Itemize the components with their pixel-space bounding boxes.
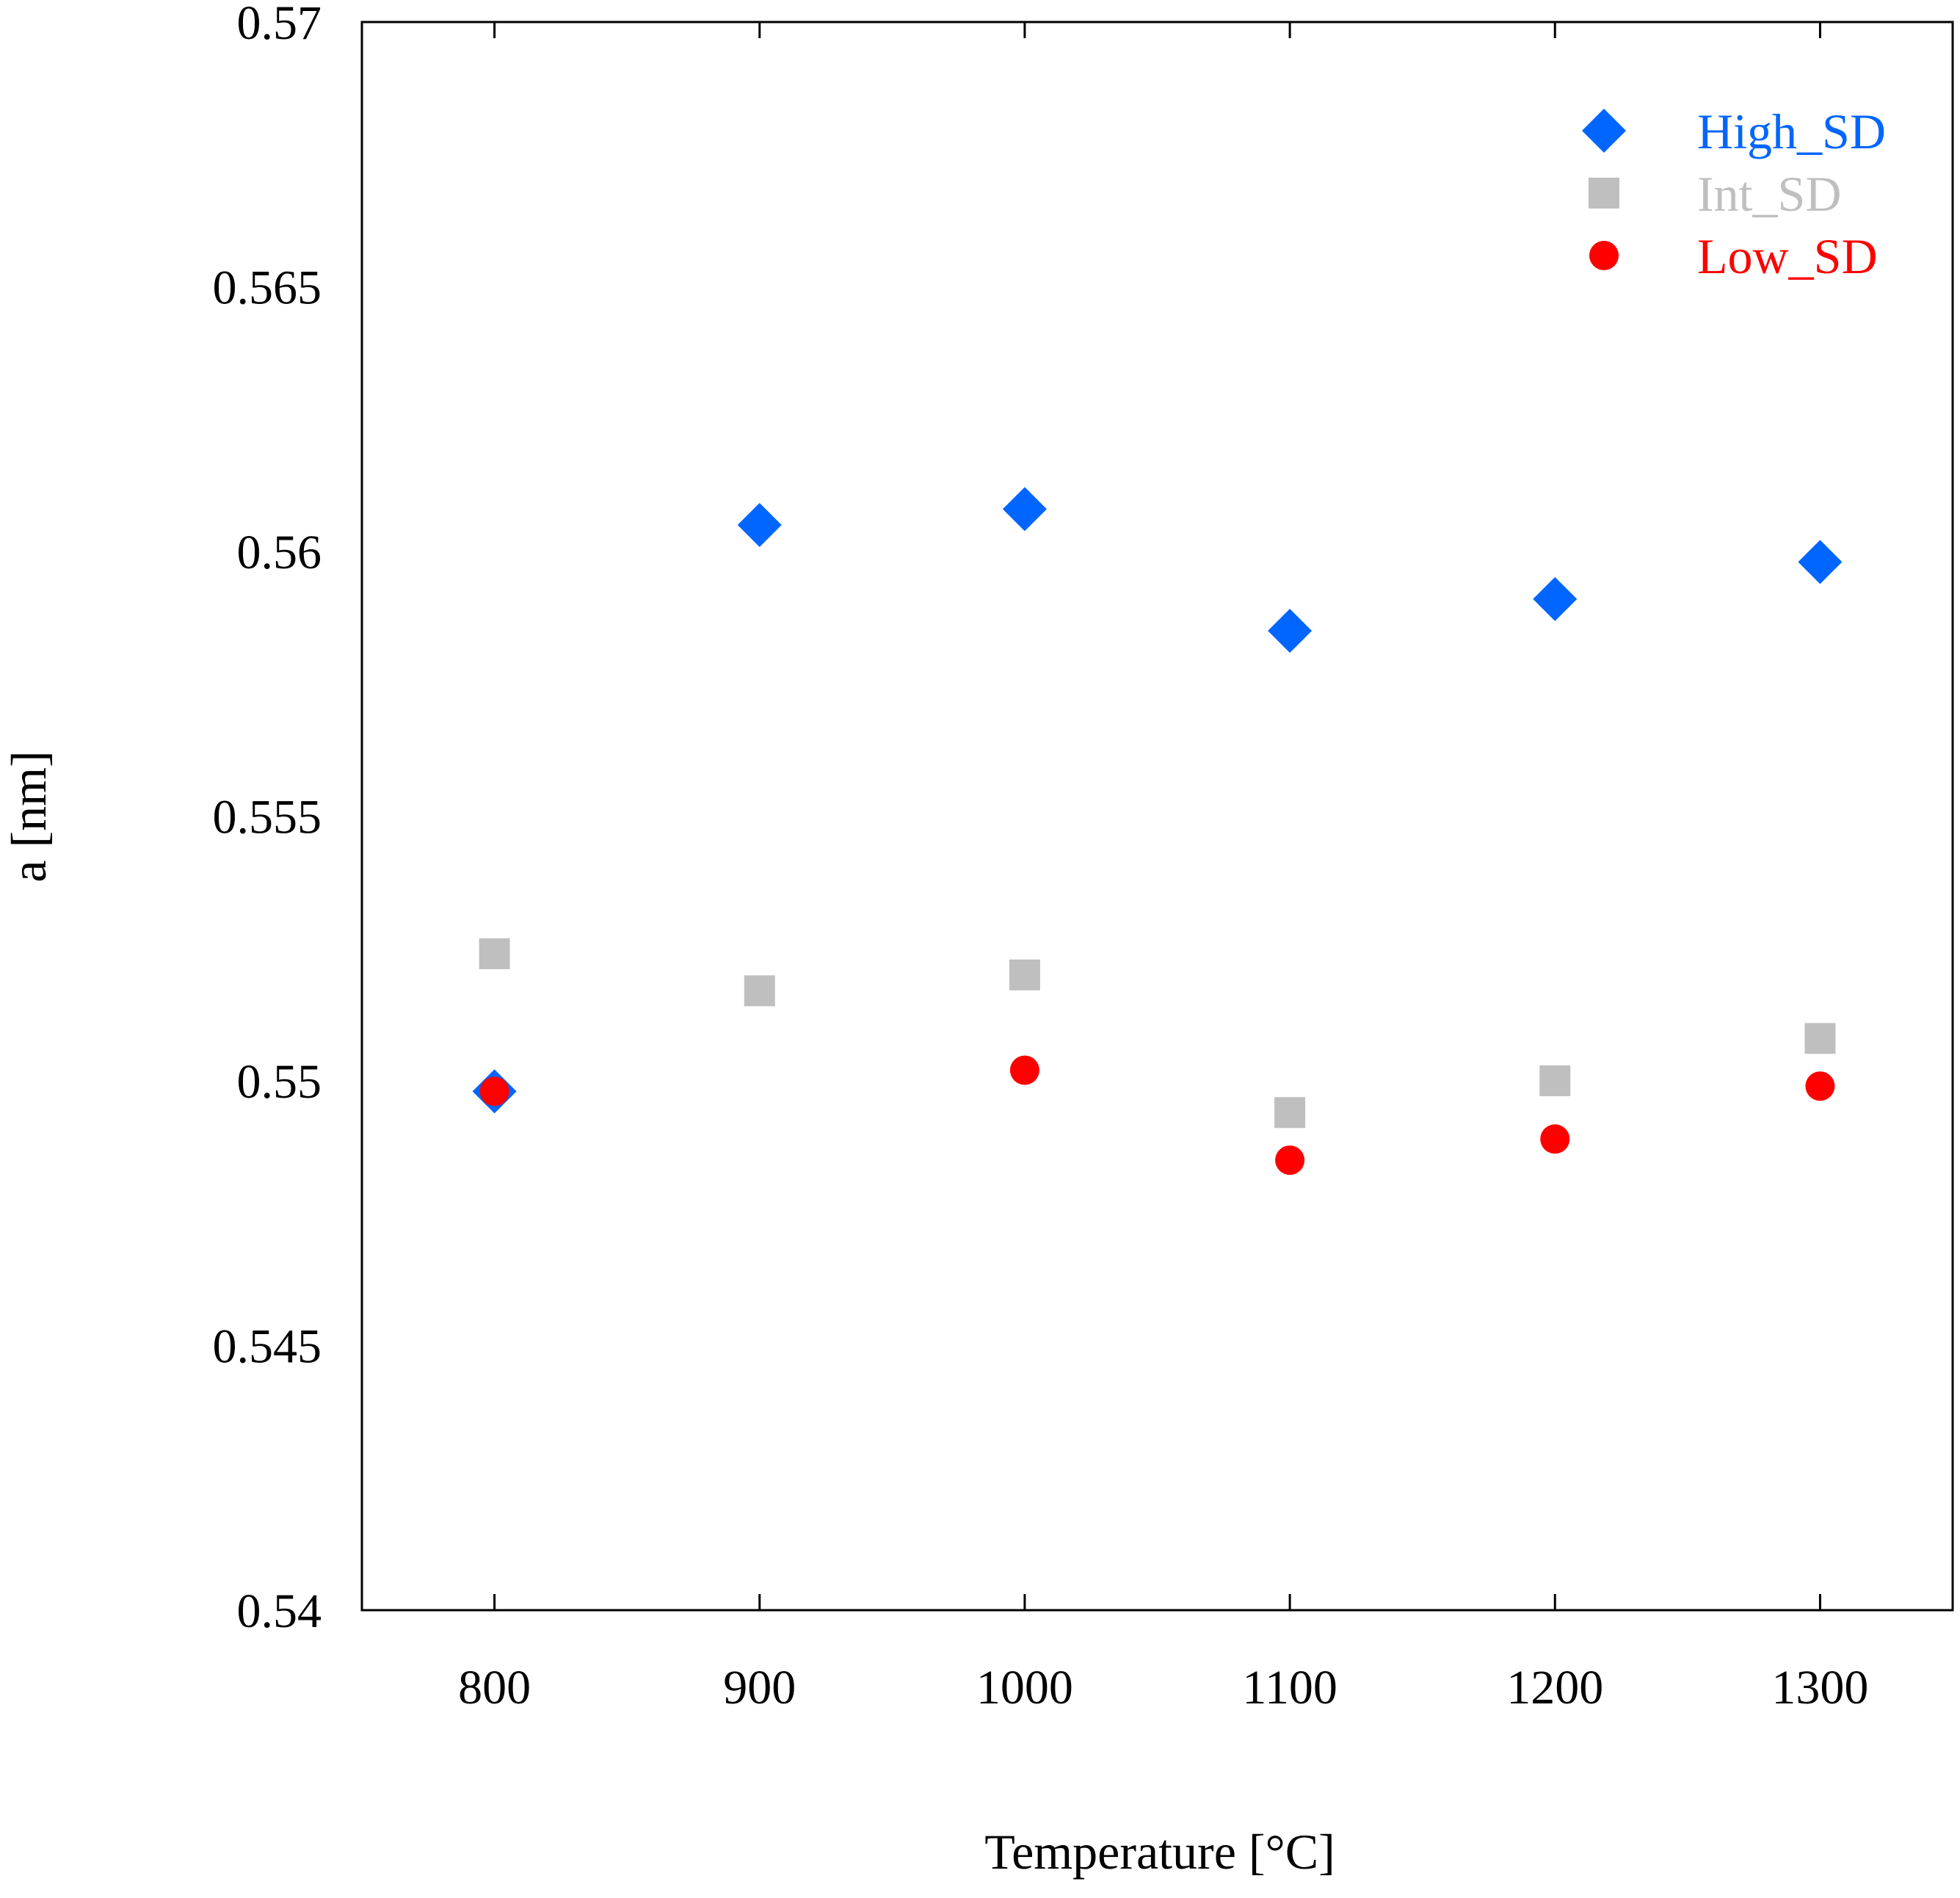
data-point bbox=[1540, 1124, 1570, 1154]
data-point bbox=[1268, 609, 1313, 653]
data-point bbox=[1002, 487, 1047, 532]
legend-label: Int_SD bbox=[1697, 166, 1841, 222]
y-axis-ticks: 0.54 0.545 0.55 0.555 0.56 0.565 0.57 bbox=[213, 0, 322, 1638]
legend-label: Low_SD bbox=[1697, 228, 1878, 284]
data-point bbox=[1275, 1145, 1305, 1176]
data-point bbox=[479, 938, 510, 969]
y-tick-label: 0.545 bbox=[213, 1320, 322, 1374]
x-axis-title: Temperature [°C] bbox=[984, 1824, 1335, 1880]
legend: High_SD Int_SD Low_SD bbox=[1582, 104, 1886, 284]
data-point bbox=[1009, 1055, 1039, 1085]
series-high-sd bbox=[472, 487, 1843, 1114]
y-tick-label: 0.57 bbox=[237, 0, 322, 50]
series-low-sd bbox=[479, 1055, 1835, 1176]
data-point bbox=[1798, 540, 1843, 584]
x-axis-ticks: 800 900 1000 1100 1200 1300 bbox=[458, 22, 1868, 1714]
y-tick-label: 0.55 bbox=[237, 1055, 322, 1109]
x-tick-label: 1000 bbox=[976, 1661, 1073, 1714]
data-point bbox=[744, 975, 775, 1007]
legend-marker bbox=[1582, 109, 1626, 153]
legend-marker bbox=[1589, 178, 1619, 209]
legend-item-low-sd: Low_SD bbox=[1589, 228, 1878, 284]
legend-item-high-sd: High_SD bbox=[1582, 104, 1886, 159]
data-point bbox=[1274, 1097, 1306, 1129]
data-point bbox=[737, 502, 782, 547]
legend-label: High_SD bbox=[1697, 104, 1886, 159]
x-tick-label: 1100 bbox=[1242, 1661, 1337, 1714]
x-tick-label: 1300 bbox=[1771, 1661, 1868, 1714]
x-tick-label: 1200 bbox=[1506, 1661, 1603, 1714]
data-point bbox=[1804, 1023, 1836, 1054]
y-tick-label: 0.54 bbox=[237, 1584, 322, 1638]
x-tick-label: 800 bbox=[458, 1661, 531, 1714]
y-tick-label: 0.565 bbox=[213, 261, 322, 315]
data-point bbox=[479, 1076, 509, 1106]
data-point bbox=[1533, 576, 1578, 621]
legend-marker bbox=[1589, 241, 1619, 270]
data-point bbox=[1539, 1065, 1571, 1096]
series-int-sd bbox=[479, 938, 1836, 1129]
data-points bbox=[472, 487, 1843, 1176]
data-point bbox=[1805, 1071, 1835, 1101]
x-tick-label: 900 bbox=[723, 1661, 796, 1714]
y-tick-label: 0.555 bbox=[213, 791, 322, 844]
y-tick-label: 0.56 bbox=[237, 526, 322, 579]
legend-item-int-sd: Int_SD bbox=[1589, 166, 1841, 222]
plot-frame bbox=[360, 21, 1954, 1612]
data-point bbox=[1009, 959, 1040, 990]
y-axis-title: a [nm] bbox=[1, 750, 57, 882]
